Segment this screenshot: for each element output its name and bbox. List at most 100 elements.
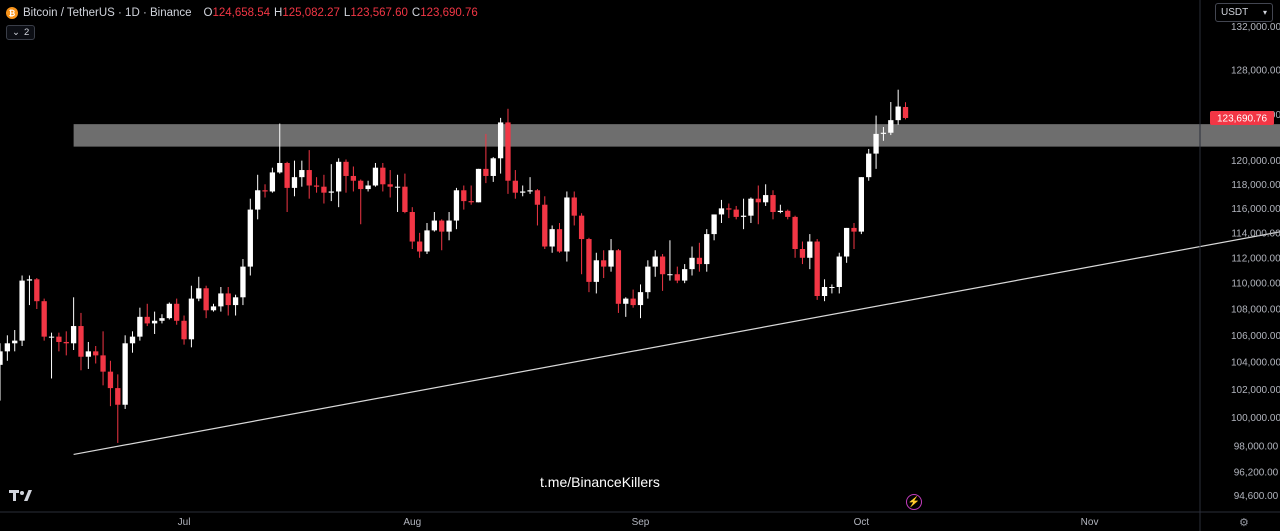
candle <box>188 285 195 348</box>
candle-body <box>225 293 231 306</box>
open-value: 124,658.54 <box>212 7 271 19</box>
candle <box>821 279 828 302</box>
chevron-down-icon: ⌄ <box>12 27 20 38</box>
candle <box>704 229 710 272</box>
symbol-title[interactable]: Bitcoin / TetherUS · 1D · Binance <box>23 7 192 19</box>
candle-body <box>336 161 342 192</box>
candle-body <box>70 326 77 344</box>
candle <box>232 294 239 316</box>
candle <box>593 252 599 294</box>
candle <box>608 239 614 272</box>
candle-body <box>394 186 401 188</box>
candle-body <box>461 190 467 202</box>
candle-body <box>328 191 334 193</box>
candle-body <box>122 343 128 405</box>
candle-body <box>505 122 511 181</box>
candle <box>682 264 688 284</box>
candle-body <box>637 292 644 306</box>
candle <box>586 237 592 293</box>
candle-body <box>78 326 84 357</box>
indicators-toggle-button[interactable]: ⌄ 2 <box>6 25 36 40</box>
price-axis-label: 108,000.00 <box>1231 304 1280 315</box>
candle <box>718 199 725 224</box>
candle-body <box>453 190 460 221</box>
candle <box>564 191 570 262</box>
time-axis-label: Sep <box>632 517 650 528</box>
candle-body <box>556 229 563 252</box>
price-axis-label: 94,600.00 <box>1234 491 1279 502</box>
currency-select-value: USDT <box>1221 7 1249 18</box>
candle-body <box>107 371 114 389</box>
price-axis-label: 110,000.00 <box>1231 279 1280 290</box>
candle <box>777 204 784 214</box>
candle <box>129 331 136 353</box>
candle <box>439 219 445 251</box>
candle <box>674 266 680 284</box>
candle-body <box>711 214 717 235</box>
candle <box>475 168 482 203</box>
candle-body <box>564 197 570 252</box>
candle-body <box>549 229 555 247</box>
candle <box>799 241 806 265</box>
support-trendline <box>73 231 1280 456</box>
candle-body <box>56 336 62 342</box>
candle-body <box>608 250 614 267</box>
candle <box>313 177 320 193</box>
candle-body <box>431 220 438 231</box>
candle-body <box>416 241 423 252</box>
time-axis-label: Nov <box>1081 517 1099 528</box>
candle-body <box>814 241 820 297</box>
chevron-down-icon: ▾ <box>1262 8 1267 17</box>
candle-body <box>902 106 909 118</box>
candle <box>858 177 864 235</box>
gear-icon[interactable]: ⚙ <box>1239 517 1249 529</box>
candle <box>667 240 673 281</box>
candle <box>814 239 820 300</box>
candle <box>48 332 55 379</box>
candle <box>107 360 114 407</box>
candle <box>645 260 651 299</box>
candle-body <box>26 279 33 281</box>
candle-body <box>41 301 47 337</box>
price-axis-label: 96,200.00 <box>1234 467 1279 478</box>
candle <box>380 162 386 192</box>
candle <box>556 223 563 253</box>
price-axis-label: 100,000.00 <box>1231 413 1280 424</box>
candle <box>328 164 334 202</box>
candle-body <box>520 191 526 193</box>
indicators-count: 2 <box>23 27 30 38</box>
candle-body <box>313 185 320 187</box>
candle-body <box>181 320 187 340</box>
candle-body <box>858 177 864 232</box>
candle <box>299 160 305 187</box>
candle-body <box>409 212 415 242</box>
candle-body <box>615 250 622 304</box>
candle-body <box>424 230 430 252</box>
candle <box>549 225 555 253</box>
lightning-icon[interactable]: ⚡ <box>906 494 922 510</box>
candle <box>174 298 180 325</box>
currency-select[interactable]: USDT ▾ <box>1215 3 1273 22</box>
high-label: H <box>274 7 283 19</box>
candle-body <box>755 198 761 203</box>
tradingview-logo-icon[interactable] <box>9 489 33 507</box>
candle <box>151 311 158 334</box>
candle <box>4 335 11 361</box>
candle <box>866 148 872 181</box>
candle <box>262 184 268 198</box>
candle <box>888 102 894 136</box>
candle <box>365 180 371 192</box>
candle-body <box>85 351 91 357</box>
symbol-legend[interactable]: ₿ Bitcoin / TetherUS · 1D · Binance O 124… <box>6 5 478 21</box>
candle <box>807 234 813 270</box>
candle-body <box>48 336 55 338</box>
candle <box>350 166 357 192</box>
candle <box>748 197 754 224</box>
candle <box>78 312 84 371</box>
candle <box>483 133 489 184</box>
candle-body <box>601 260 607 267</box>
candle-body <box>350 175 357 181</box>
candle-body <box>866 153 872 178</box>
candle <box>534 189 541 226</box>
